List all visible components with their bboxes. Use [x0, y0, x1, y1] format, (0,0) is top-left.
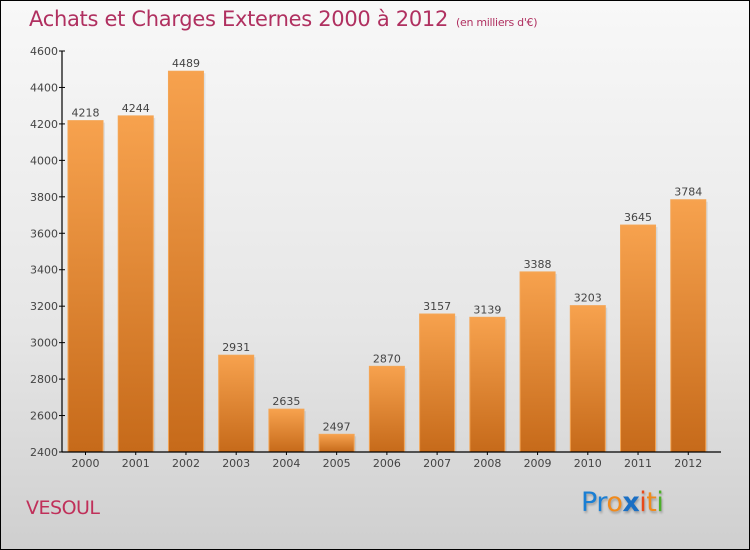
data-label: 3645: [624, 211, 652, 224]
bar: [318, 433, 355, 453]
x-tick-label: 2004: [272, 457, 300, 470]
logo-letter: t: [646, 487, 657, 518]
data-label: 2497: [323, 420, 351, 433]
bar-chart: 4218 4244 4489 2931 2635 2497 2870 3157 3139 3388…: [30, 45, 721, 470]
y-tick-label: 4200: [30, 118, 58, 131]
chart-title: Achats et Charges Externes 2000 à 2012 (e…: [29, 7, 538, 31]
y-tick-label: 3200: [30, 300, 58, 313]
data-label: 2931: [222, 341, 250, 354]
y-tick-label: 3000: [30, 337, 58, 350]
x-tick-label: 2002: [172, 457, 200, 470]
bar: [519, 271, 556, 453]
logo-letter: P: [581, 487, 597, 518]
title-unit: (en milliers d'€): [456, 16, 538, 29]
y-tick-label: 4400: [30, 81, 58, 94]
bar: [268, 408, 305, 453]
bar: [670, 199, 707, 453]
data-label: 3157: [423, 300, 451, 313]
data-label: 4244: [122, 102, 150, 115]
data-label: 3203: [574, 292, 602, 305]
y-tick-label: 4600: [30, 45, 58, 58]
bar: [620, 224, 657, 453]
x-tick-label: 2006: [373, 457, 401, 470]
y-tick-label: 2600: [30, 410, 58, 423]
logo-letter: x: [622, 487, 640, 518]
logo-letter: i: [656, 487, 664, 518]
data-label: 3388: [524, 258, 552, 271]
bar: [167, 70, 204, 453]
bar: [569, 305, 606, 453]
x-tick-label: 2009: [524, 457, 552, 470]
x-tick-label: 2007: [423, 457, 451, 470]
logo-letter: i: [639, 487, 647, 518]
x-tick-label: 2005: [323, 457, 351, 470]
bar: [218, 354, 255, 453]
x-tick-label: 2010: [574, 457, 602, 470]
x-tick-label: 2012: [674, 457, 702, 470]
x-tick-label: 2011: [624, 457, 652, 470]
data-label: 2635: [272, 395, 300, 408]
y-tick-label: 2800: [30, 373, 58, 386]
bar: [469, 316, 506, 453]
data-label: 3139: [473, 303, 501, 316]
proxiti-logo: Proxiti: [581, 487, 664, 518]
title-text: Achats et Charges Externes 2000 à 2012: [29, 7, 449, 31]
data-label: 2870: [373, 352, 401, 365]
data-label: 4218: [72, 107, 100, 120]
bar: [368, 365, 405, 453]
data-label: 4489: [172, 57, 200, 70]
bar: [67, 120, 104, 453]
bar: [117, 115, 154, 453]
x-tick-label: 2008: [473, 457, 501, 470]
y-tick-label: 4000: [30, 154, 58, 167]
bar: [419, 313, 456, 453]
x-tick-label: 2003: [222, 457, 250, 470]
y-tick-label: 2400: [30, 446, 58, 459]
logo-letter: o: [606, 487, 623, 518]
data-label: 3784: [674, 186, 702, 199]
y-tick-label: 3800: [30, 191, 58, 204]
place-name: VESOUL: [26, 497, 100, 519]
x-tick-label: 2000: [72, 457, 100, 470]
y-tick-label: 3600: [30, 227, 58, 240]
logo-letter: r: [596, 487, 607, 518]
y-tick-label: 3400: [30, 264, 58, 277]
x-tick-label: 2001: [122, 457, 150, 470]
